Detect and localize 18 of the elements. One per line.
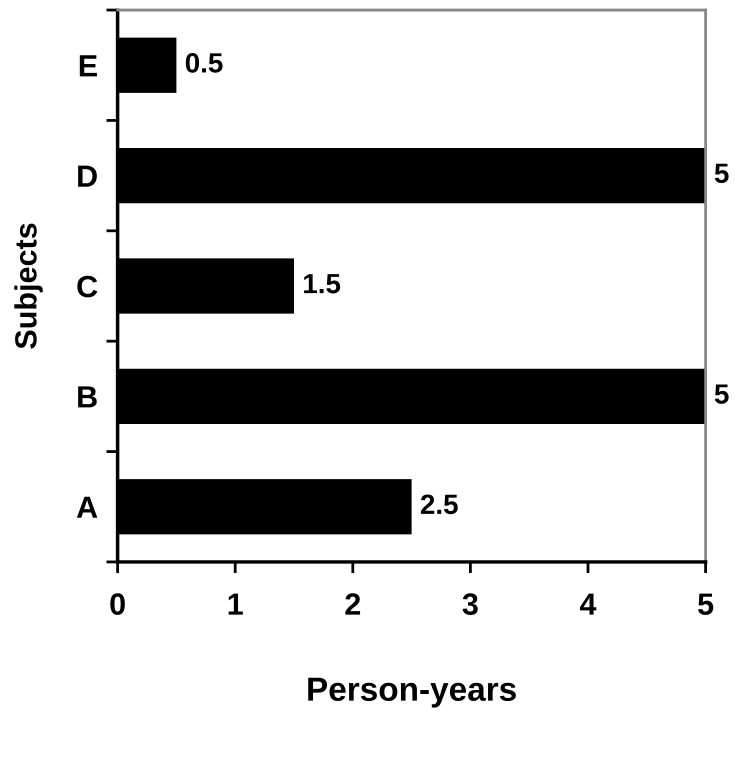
data-label: 5: [714, 384, 729, 404]
x-tick-label: 4: [580, 594, 596, 615]
y-tick-label: D: [78, 166, 97, 187]
y-axis-title: Subjects: [14, 224, 43, 349]
x-tick-label: 0: [110, 593, 125, 615]
data-label: 1.5: [304, 274, 340, 294]
y-tick-label: A: [76, 496, 98, 518]
y-tick-label: E: [80, 55, 97, 76]
x-axis-title: Person-years: [308, 678, 516, 708]
x-tick-label: 2: [345, 593, 360, 615]
data-label: 2.5: [420, 494, 458, 514]
x-tick-label: 1: [228, 594, 243, 615]
data-label: 0.5: [186, 53, 223, 73]
data-label: 5: [714, 164, 729, 184]
y-tick-label: B: [78, 386, 97, 408]
y-tick-label: C: [77, 276, 98, 298]
x-tick-label: 5: [698, 594, 714, 615]
x-tick-label: 3: [462, 593, 478, 615]
